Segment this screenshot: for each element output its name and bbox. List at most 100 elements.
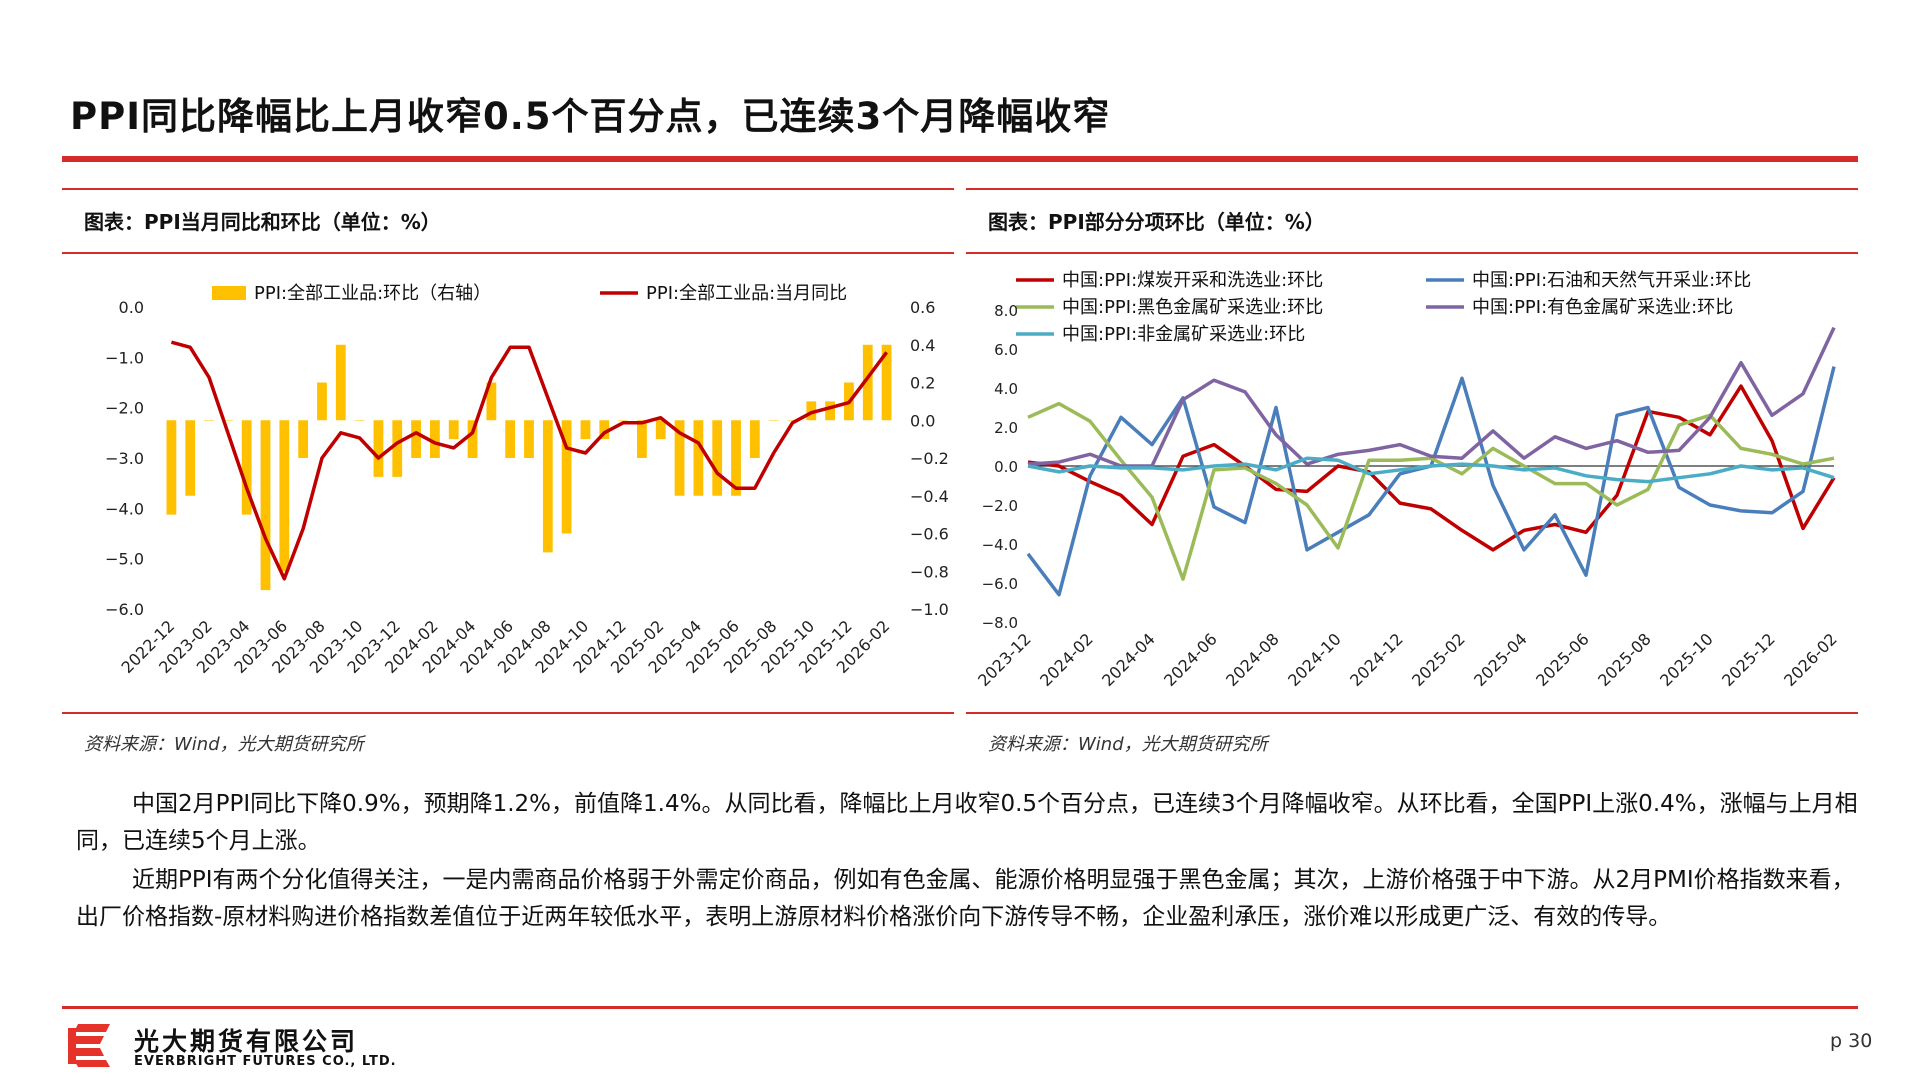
- right-panel-top-rule: [966, 188, 1858, 190]
- page-title: PPI同比降幅比上月收窄0.5个百分点，已连续3个月降幅收窄: [70, 95, 1111, 138]
- bar-mom: [373, 420, 384, 477]
- bar-mom: [862, 344, 873, 421]
- bar-mom: [637, 420, 647, 458]
- legend-label: 中国:PPI:黑色金属矿采选业:环比: [1062, 297, 1323, 318]
- bar-mom: [542, 420, 553, 553]
- left-panel-bottom-rule: [62, 712, 954, 714]
- right-y-tick-label: −0.6: [910, 525, 949, 544]
- title-rule: [62, 156, 1858, 162]
- bar-mom: [768, 420, 779, 421]
- x-tick-label: 2025-02: [1408, 629, 1469, 690]
- bar-mom: [166, 420, 177, 515]
- y-tick-label: 8.0: [994, 302, 1018, 320]
- legend-label: 中国:PPI:煤炭开采和洗选业:环比: [1062, 270, 1323, 291]
- y-tick-label: 6.0: [994, 341, 1018, 359]
- legend-line-label: PPI:全部工业品:当月同比: [646, 283, 847, 304]
- bar-mom: [430, 420, 440, 458]
- x-tick-label: 2024-06: [1160, 629, 1221, 690]
- bar-mom: [674, 420, 685, 496]
- right-chart: 中国:PPI:煤炭开采和洗选业:环比 中国:PPI:石油和天然气开采业:环比中国:…: [974, 270, 1841, 690]
- left-panel-header-rule: [62, 252, 954, 254]
- y-tick-label: 2.0: [994, 419, 1018, 437]
- right-y-tick-label: −0.8: [910, 562, 949, 581]
- bar-mom: [241, 420, 252, 515]
- right-panel-source: 资料来源：Wind，光大期货研究所: [988, 734, 1268, 755]
- right-y-tick-label: −1.0: [910, 600, 949, 619]
- right-y-tick-label: −0.2: [910, 449, 949, 468]
- left-panel-header: 图表：PPI当月同比和环比（单位：%）: [84, 210, 441, 234]
- y-tick-label: −8.0: [982, 614, 1018, 632]
- bar-mom: [712, 420, 723, 496]
- bar-mom: [298, 420, 309, 458]
- bar-mom: [655, 420, 666, 440]
- x-tick-label: 2024-02: [1036, 629, 1097, 690]
- bar-mom: [731, 420, 741, 496]
- left-y-tick-label: 0.0: [119, 298, 144, 317]
- body-text: 中国2月PPI同比下降0.9%，预期降1.2%，前值降1.4%。从同比看，降幅比…: [76, 786, 1876, 938]
- left-y-tick-label: −3.0: [105, 449, 144, 468]
- left-panel-source: 资料来源：Wind，光大期货研究所: [84, 734, 364, 755]
- right-y-tick-label: 0.4: [910, 336, 935, 355]
- left-panel-top-rule: [62, 188, 954, 190]
- legend-bar-swatch: [212, 286, 246, 300]
- right-panel-header-rule: [966, 252, 1858, 254]
- series-line: [1027, 326, 1836, 468]
- bar-mom: [204, 420, 214, 421]
- x-tick-label: 2024-04: [1098, 629, 1159, 690]
- bar-mom: [524, 420, 534, 458]
- bar-mom: [806, 401, 817, 421]
- left-y-tick-label: −2.0: [105, 399, 144, 418]
- bar-mom: [185, 420, 196, 496]
- x-tick-label: 2023-12: [974, 629, 1035, 690]
- legend-label: 中国:PPI:非金属矿采选业:环比: [1062, 324, 1305, 345]
- x-tick-label: 2025-08: [1594, 629, 1655, 690]
- right-y-tick-label: 0.6: [910, 298, 935, 317]
- bar-mom: [448, 420, 459, 440]
- y-tick-label: 0.0: [994, 458, 1018, 476]
- left-chart: PPI:全部工业品:环比（右轴） PPI:全部工业品:当月同比 0.0 −1.0 −2.…: [105, 283, 949, 677]
- right-y-tick-label: −0.4: [910, 487, 949, 506]
- line-yoy: [170, 340, 889, 581]
- bar-mom: [599, 420, 610, 440]
- bar-mom: [505, 420, 516, 458]
- x-tick-label: 2024-10: [1284, 629, 1345, 690]
- x-tick-label: 2026-02: [1780, 629, 1841, 690]
- page-number: p 30: [1830, 1030, 1873, 1052]
- x-tick-label: 2024-12: [1346, 629, 1407, 690]
- body-paragraph-1: 中国2月PPI同比下降0.9%，预期降1.2%，前值降1.4%。从同比看，降幅比…: [76, 791, 1858, 854]
- series-line: [1027, 456, 1835, 484]
- body-paragraph-2: 近期PPI有两个分化值得关注，一是内需商品价格弱于外需定价商品，例如有色金属、能…: [76, 867, 1855, 930]
- bar-mom: [787, 420, 798, 421]
- company-name-en: EVERBRIGHT FUTURES CO., LTD.: [134, 1054, 397, 1069]
- legend-bar-label: PPI:全部工业品:环比（右轴）: [254, 283, 491, 304]
- left-y-tick-label: −6.0: [105, 600, 144, 619]
- right-panel-header: 图表：PPI部分分项环比（单位：%）: [988, 210, 1325, 234]
- y-tick-label: −6.0: [982, 575, 1018, 593]
- bar-mom: [825, 401, 836, 421]
- right-panel-bottom-rule: [966, 712, 1858, 714]
- y-tick-label: −2.0: [982, 497, 1018, 515]
- bar-mom: [222, 420, 233, 421]
- bar-mom: [335, 344, 346, 421]
- left-y-tick-label: −1.0: [105, 348, 144, 367]
- bar-mom: [561, 420, 572, 534]
- company-logo-icon: [68, 1024, 110, 1067]
- series-line: [1026, 366, 1836, 597]
- bar-mom: [354, 420, 365, 421]
- series-line: [1027, 401, 1835, 581]
- bar-mom: [881, 344, 892, 421]
- bar-mom: [279, 420, 290, 572]
- x-tick-label: 2025-06: [1532, 629, 1593, 690]
- y-tick-label: −4.0: [982, 536, 1018, 554]
- x-tick-label: 2025-10: [1656, 629, 1717, 690]
- footer-rule: [62, 1006, 1858, 1009]
- company-name-cn: 光大期货有限公司: [134, 1027, 359, 1056]
- y-tick-label: 4.0: [994, 380, 1018, 398]
- bar-mom: [392, 420, 403, 477]
- bar-mom: [618, 420, 628, 421]
- bar-mom: [580, 420, 591, 440]
- x-tick-label: 2024-08: [1222, 629, 1283, 690]
- x-tick-label: 2025-04: [1470, 629, 1531, 690]
- left-y-tick-label: −4.0: [105, 499, 144, 518]
- legend-label: 中国:PPI:石油和天然气开采业:环比: [1472, 270, 1751, 291]
